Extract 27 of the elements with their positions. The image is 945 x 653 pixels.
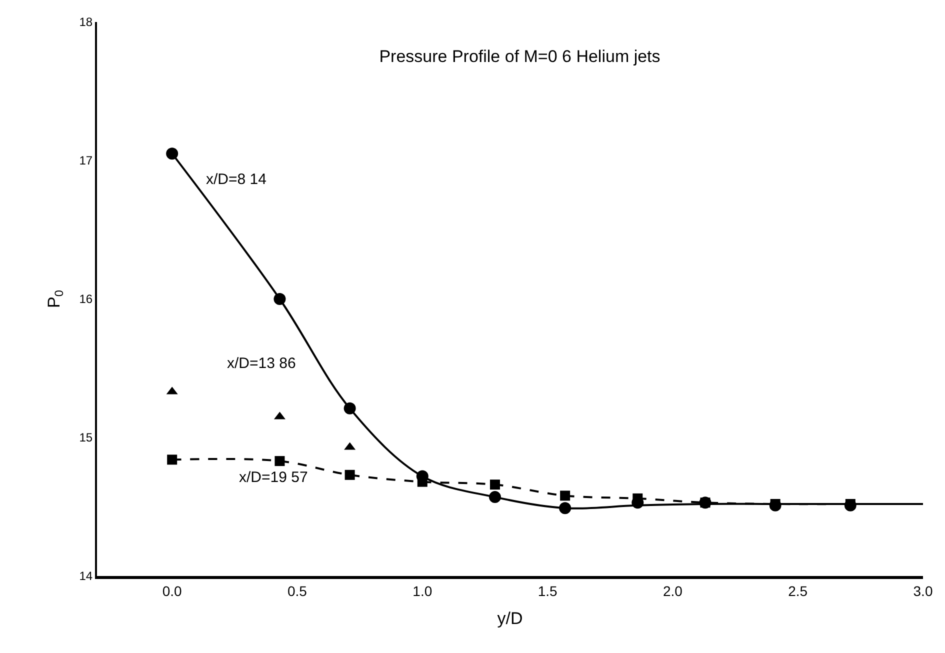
text: Pressure Profile of M=0 6 Helium jets	[379, 46, 660, 66]
x-tick-label: 3.0	[913, 582, 933, 599]
x-tick-label: 1.0	[412, 582, 432, 599]
x-tick-label: 2.5	[788, 582, 808, 599]
x-tick-label: 0.0	[162, 582, 182, 599]
point	[274, 293, 286, 305]
x-tick-label: 0.5	[288, 582, 308, 599]
point	[344, 470, 355, 480]
point	[490, 480, 500, 490]
point	[167, 454, 178, 465]
point	[488, 491, 501, 504]
x-axis-title: y/D	[497, 609, 523, 628]
point	[344, 402, 356, 414]
y-tick-label: 17	[79, 154, 93, 168]
series-label: x/D=19 57	[239, 469, 308, 486]
x-tick-label: 1.5	[538, 582, 558, 599]
point	[274, 456, 285, 466]
text: x/D=13 86	[227, 355, 296, 372]
point	[560, 490, 570, 501]
point	[559, 502, 572, 514]
y-tick-label: 15	[79, 430, 93, 445]
y-tick-label: 16	[79, 292, 93, 306]
y-tick-label: 18	[79, 15, 93, 30]
x-tick-label: 2.0	[662, 582, 683, 599]
point	[166, 148, 178, 160]
y-tick-label: 14	[79, 569, 93, 584]
text: x/D=8 14	[206, 171, 266, 188]
